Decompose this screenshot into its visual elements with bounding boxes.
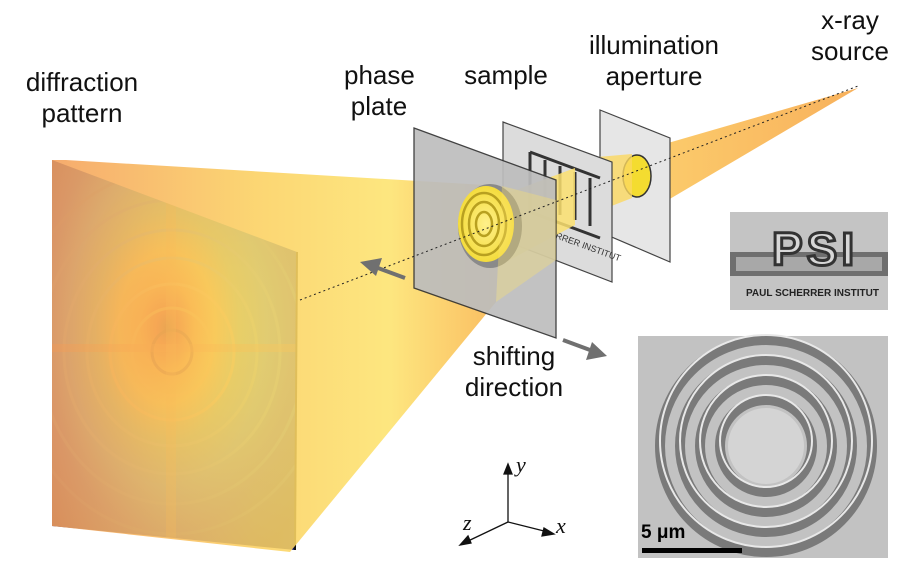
label-line: diffraction (25, 67, 139, 97)
psi-logo-small: PAUL SCHERRER INSTITUT (746, 288, 879, 299)
xray-source-label: x-ray source (800, 5, 900, 67)
label-line: direction (464, 372, 564, 402)
sample-label: sample (456, 60, 556, 91)
psi-logo-inset (730, 212, 888, 310)
axis-z-label: z (463, 510, 472, 535)
beam-to-detector (52, 160, 502, 552)
coordinate-axes (458, 462, 556, 546)
phase-plate-label: phase plate (344, 60, 415, 122)
label-line: pattern (41, 98, 123, 128)
shift-arrow-right (562, 338, 607, 360)
label-line: plate (350, 91, 408, 121)
label-line: illumination (588, 30, 720, 60)
illumination-aperture-label: illumination aperture (574, 30, 734, 92)
diffraction-pattern-label: diffraction pattern (12, 67, 152, 129)
label-line: source (810, 36, 890, 66)
sem-inset (638, 334, 888, 558)
axis-y-label: y (516, 452, 526, 477)
shifting-direction-label: shifting direction (446, 341, 582, 403)
axis-x-label: x (556, 513, 566, 538)
source-beam (668, 88, 858, 200)
scale-bar (642, 548, 742, 553)
shift-arrow-left (360, 258, 406, 280)
label-line: shifting (472, 341, 556, 371)
label-line: x-ray (821, 5, 879, 35)
zone-plate (458, 184, 522, 268)
scale-bar-label: 5 μm (641, 522, 686, 543)
psi-logo-big: PSI (770, 222, 859, 277)
label-line: aperture (605, 61, 703, 91)
label-line: sample (464, 60, 548, 90)
label-line: phase (344, 60, 415, 90)
